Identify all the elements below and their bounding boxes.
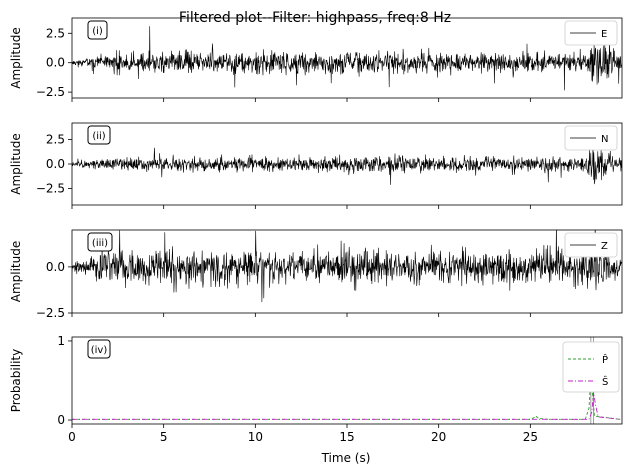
y-tick-label: −2.5 [36, 181, 65, 195]
probability-line-2 [72, 392, 621, 420]
plot-area [72, 26, 622, 91]
panel-label: (iii) [92, 238, 108, 249]
x-axis-label: Time (s) [321, 451, 371, 465]
y-tick-label: 0 [57, 413, 65, 427]
plot-area [72, 337, 621, 424]
panel-label-box [87, 339, 111, 359]
legend-label: E [601, 29, 607, 40]
x-tick-label: 10 [248, 430, 263, 444]
x-tick-label: 20 [431, 430, 446, 444]
legend-box [562, 341, 620, 393]
legend-label: Z [601, 241, 608, 252]
legend-label: P̂ [602, 353, 608, 366]
legend-label: Ŝ [602, 375, 608, 388]
y-tick-label: −2.5 [36, 85, 65, 99]
y-axis-label: Amplitude [9, 241, 23, 303]
probability-line-1 [72, 376, 621, 420]
panel-2: 2.5 0.0 −2.5 Amplitude (ii) N [9, 122, 623, 209]
y-tick-label: 1 [57, 334, 65, 348]
x-tick-label: 25 [523, 430, 538, 444]
x-tick-label: 5 [160, 430, 168, 444]
y-tick-label: −2.5 [36, 306, 65, 320]
panel-label: (iv) [91, 345, 108, 356]
waveform-line-E [72, 26, 622, 91]
y-axis-label: Amplitude [9, 27, 23, 89]
y-tick-label: 0.0 [46, 56, 65, 70]
y-tick-label: 2.5 [46, 26, 65, 40]
axes-frame [71, 17, 623, 99]
legend-label: N [601, 134, 608, 145]
waveform-line-Z [72, 230, 622, 303]
y-tick-label: 2.5 [46, 133, 65, 147]
plot-area [72, 230, 622, 303]
y-axis-label: Amplitude [9, 133, 23, 195]
x-tick-label: 15 [339, 430, 354, 444]
y-tick-label: 0.0 [46, 260, 65, 274]
y-axis-label: Probability [9, 349, 23, 412]
panel-label-box [87, 20, 108, 40]
panel-label-box [87, 125, 111, 145]
panel-label-box [87, 232, 113, 252]
panel-label: (i) [92, 26, 103, 37]
y-tick-label: 0.0 [46, 157, 65, 171]
panel-label: (ii) [92, 131, 105, 142]
waveform-line-N [72, 140, 622, 185]
panels-group: 2.5 0.0 −2.5 Amplitude (i) E 2.5 0.0 −2.5 Amplitu… [9, 17, 623, 444]
panel-1: 2.5 0.0 −2.5 Amplitude (i) E [9, 17, 623, 102]
panel-3: 0.0 −2.5 Amplitude (iii) Z [9, 229, 623, 320]
axes-frame [71, 336, 623, 425]
x-tick-label: 0 [68, 430, 76, 444]
plot-area [72, 140, 622, 185]
